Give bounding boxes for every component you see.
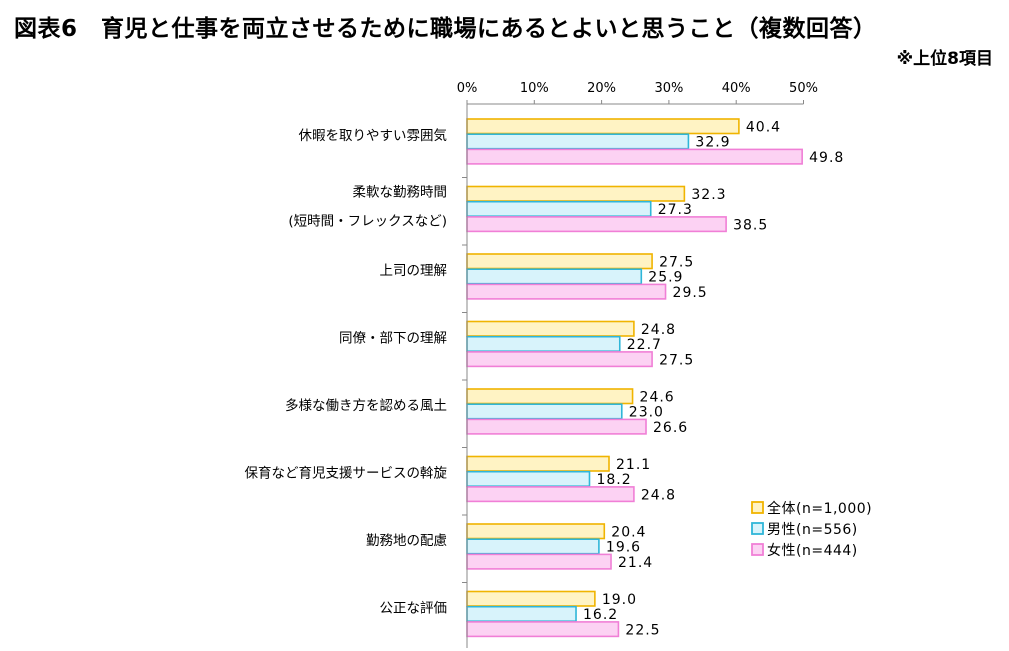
value-label: 40.4 xyxy=(746,120,781,136)
legend-label: 男性(n=556) xyxy=(767,522,858,538)
x-tick-label: 50% xyxy=(789,81,818,96)
value-label: 22.7 xyxy=(627,337,662,353)
bar xyxy=(466,148,803,165)
bar xyxy=(466,605,577,623)
bar xyxy=(466,403,623,420)
category-label: 保育など育児支援サービスの斡旋 xyxy=(245,465,448,481)
bar xyxy=(466,185,686,202)
bar xyxy=(466,216,727,233)
bar xyxy=(466,118,740,135)
category-label: 柔軟な勤務時間 xyxy=(353,184,448,200)
bar xyxy=(466,200,652,217)
legend-swatch xyxy=(751,543,764,556)
value-label: 32.9 xyxy=(695,135,730,151)
bar xyxy=(466,590,596,607)
chart-title: 図表6 育児と仕事を両立させるために職場にあるとよいと思うこと（複数回答） xyxy=(14,16,877,42)
bar xyxy=(466,320,635,337)
value-label: 27.5 xyxy=(659,352,694,368)
x-tick-label: 0% xyxy=(457,81,478,96)
value-label: 21.1 xyxy=(616,457,651,473)
category-label: 休暇を取りやすい雰囲気 xyxy=(299,128,448,144)
value-label: 29.5 xyxy=(673,285,708,301)
category-label: (短時間・フレックスなど) xyxy=(288,213,447,229)
bar xyxy=(466,133,690,150)
bar xyxy=(466,621,620,638)
value-label: 23.0 xyxy=(629,405,664,421)
category-label: 上司の理解 xyxy=(380,263,448,279)
value-label: 27.5 xyxy=(659,255,694,271)
value-label: 26.6 xyxy=(653,420,688,436)
bar xyxy=(466,486,635,503)
value-label: 38.5 xyxy=(733,217,768,233)
category-label: 多様な働き方を認める風土 xyxy=(285,397,447,414)
bar xyxy=(466,553,612,570)
value-label: 20.4 xyxy=(611,525,646,541)
bar xyxy=(466,523,606,540)
legend-label: 女性(n=444) xyxy=(767,542,858,559)
category-label: 同僚・部下の理解 xyxy=(339,330,447,346)
bar xyxy=(466,538,600,555)
category-label: 公正な評価 xyxy=(380,600,448,616)
value-label: 25.9 xyxy=(648,270,683,286)
x-tick-label: 30% xyxy=(654,81,683,96)
value-label: 19.0 xyxy=(602,592,637,608)
chart-note: ※上位8項目 xyxy=(896,49,993,69)
legend-label: 全体(n=1,000) xyxy=(767,500,872,517)
category-label: 勤務地の配慮 xyxy=(366,533,447,549)
bar xyxy=(466,455,610,472)
value-label: 24.6 xyxy=(640,390,675,406)
bar xyxy=(466,283,667,300)
x-tick-label: 10% xyxy=(520,81,549,96)
value-label: 49.8 xyxy=(809,150,844,166)
bar xyxy=(466,388,634,405)
bar xyxy=(466,351,653,368)
x-tick-label: 40% xyxy=(722,81,751,96)
bar xyxy=(466,268,643,285)
value-label: 21.4 xyxy=(618,555,653,571)
value-label: 24.8 xyxy=(641,322,676,338)
value-label: 16.2 xyxy=(583,607,618,623)
value-label: 18.2 xyxy=(596,472,631,488)
value-label: 32.3 xyxy=(691,187,726,203)
bar xyxy=(466,418,647,435)
bar xyxy=(466,470,591,488)
legend-swatch xyxy=(751,522,764,535)
value-label: 27.3 xyxy=(658,202,693,218)
value-label: 22.5 xyxy=(625,622,660,638)
value-label: 19.6 xyxy=(606,540,641,556)
bar xyxy=(466,335,621,353)
bar xyxy=(466,253,653,270)
value-label: 24.8 xyxy=(641,487,676,503)
x-tick-label: 20% xyxy=(587,81,616,96)
legend-swatch xyxy=(751,501,764,514)
